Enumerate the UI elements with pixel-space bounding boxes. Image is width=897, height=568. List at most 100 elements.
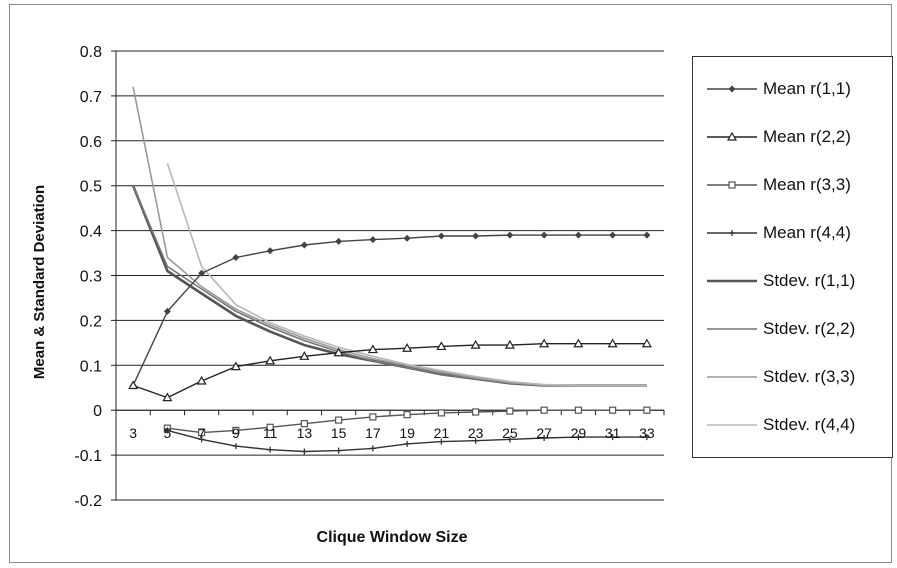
- data-point: [438, 438, 445, 445]
- series-mean-r-4-4: [164, 427, 650, 455]
- x-tick-label: 25: [502, 425, 518, 441]
- data-point: [540, 406, 548, 414]
- series-mean-r-3-3: [163, 406, 651, 437]
- y-tick-label: 0: [93, 403, 102, 420]
- y-axis-label: Mean & Standard Deviation: [31, 185, 48, 379]
- data-point: [470, 339, 481, 349]
- legend-swatch: [707, 424, 757, 426]
- data-point: [404, 440, 411, 447]
- series-line: [132, 185, 647, 387]
- data-point: [265, 355, 276, 365]
- data-point: [367, 344, 378, 354]
- legend-item: Stdev. r(3,3): [693, 353, 892, 401]
- data-point: [128, 380, 139, 390]
- x-tick-label: 21: [434, 425, 450, 441]
- data-point: [504, 339, 515, 349]
- y-tick-label: 0.7: [80, 89, 102, 106]
- x-tick-label: 9: [232, 425, 240, 441]
- data-point: [301, 448, 308, 455]
- legend-label: Stdev. r(4,4): [763, 415, 856, 434]
- data-point: [437, 409, 445, 417]
- data-point: [573, 338, 584, 348]
- data-point: [574, 406, 582, 414]
- series-line: [132, 86, 647, 387]
- y-tick-label: 0.2: [80, 313, 102, 330]
- data-point: [163, 307, 171, 315]
- y-tick-label: 0.4: [80, 224, 102, 241]
- x-tick-label: 19: [399, 425, 415, 441]
- y-tick-label: 0.6: [80, 134, 102, 151]
- data-point: [436, 341, 447, 351]
- data-point: [541, 435, 548, 442]
- data-point: [506, 436, 513, 443]
- x-tick-label: 33: [639, 425, 655, 441]
- y-tick-label: 0.8: [80, 44, 102, 61]
- data-point: [643, 231, 651, 239]
- data-point: [643, 434, 650, 441]
- data-point: [726, 131, 738, 141]
- data-point: [198, 269, 206, 277]
- data-point: [609, 434, 616, 441]
- data-point: [369, 413, 377, 421]
- data-point: [643, 406, 651, 414]
- legend-label: Mean r(1,1): [763, 79, 851, 98]
- series-stdev-r-3-3: [132, 86, 647, 387]
- legend-item: Stdev. r(4,4): [693, 401, 892, 449]
- series-line: [166, 163, 647, 387]
- data-point: [198, 429, 206, 437]
- x-tick-label: 13: [297, 425, 313, 441]
- legend-item: Mean r(3,3): [693, 161, 892, 209]
- y-tick-label: -0.1: [74, 448, 102, 465]
- data-point: [162, 392, 173, 402]
- data-point: [641, 338, 652, 348]
- data-point: [198, 436, 205, 443]
- legend-swatch: [707, 181, 757, 189]
- legend: Mean r(1,1) Mean r(2,2) Mean r(3,3) Mean r(…: [692, 56, 893, 458]
- data-point: [369, 445, 376, 452]
- legend-swatch: [707, 230, 757, 236]
- data-point: [369, 236, 377, 244]
- data-point: [335, 237, 343, 245]
- legend-label: Mean r(4,4): [763, 223, 851, 242]
- data-point: [403, 234, 411, 242]
- data-point: [402, 343, 413, 352]
- data-point: [230, 361, 241, 371]
- data-point: [333, 347, 344, 357]
- legend-swatch: [707, 376, 757, 378]
- legend-label: Mean r(2,2): [763, 127, 851, 146]
- series-stdev-r-1-1: [131, 185, 647, 387]
- data-point: [540, 231, 548, 239]
- x-tick-label: 17: [365, 425, 381, 441]
- legend-swatch: [707, 131, 757, 141]
- series-line: [132, 343, 647, 399]
- data-point: [574, 231, 582, 239]
- series-line: [132, 234, 647, 386]
- series-lines: [128, 86, 652, 455]
- y-tick-label: -0.2: [74, 493, 102, 510]
- x-tick-label: 15: [331, 425, 347, 441]
- x-tick-label: 3: [129, 425, 137, 441]
- data-point: [300, 241, 308, 249]
- data-point: [729, 230, 735, 236]
- data-point: [539, 338, 550, 348]
- data-point: [266, 423, 274, 431]
- y-tick-label: 0.1: [80, 358, 102, 375]
- legend-item: Mean r(1,1): [693, 65, 892, 113]
- series-mean-r-2-2: [128, 338, 652, 402]
- data-point: [472, 437, 479, 444]
- data-point: [728, 181, 736, 189]
- data-point: [403, 411, 411, 419]
- legend-item: Stdev. r(1,1): [693, 257, 892, 305]
- legend-swatch: [707, 279, 757, 283]
- legend-swatch: [707, 85, 757, 93]
- x-axis-label: Clique Window Size: [317, 529, 468, 546]
- series-stdev-r-2-2: [132, 185, 647, 387]
- y-tick-label: 0.5: [80, 179, 102, 196]
- data-point: [437, 232, 445, 240]
- x-tick-label: 11: [263, 425, 278, 441]
- data-point: [609, 406, 617, 414]
- data-point: [232, 426, 240, 435]
- data-point: [335, 447, 342, 454]
- data-point: [506, 231, 514, 239]
